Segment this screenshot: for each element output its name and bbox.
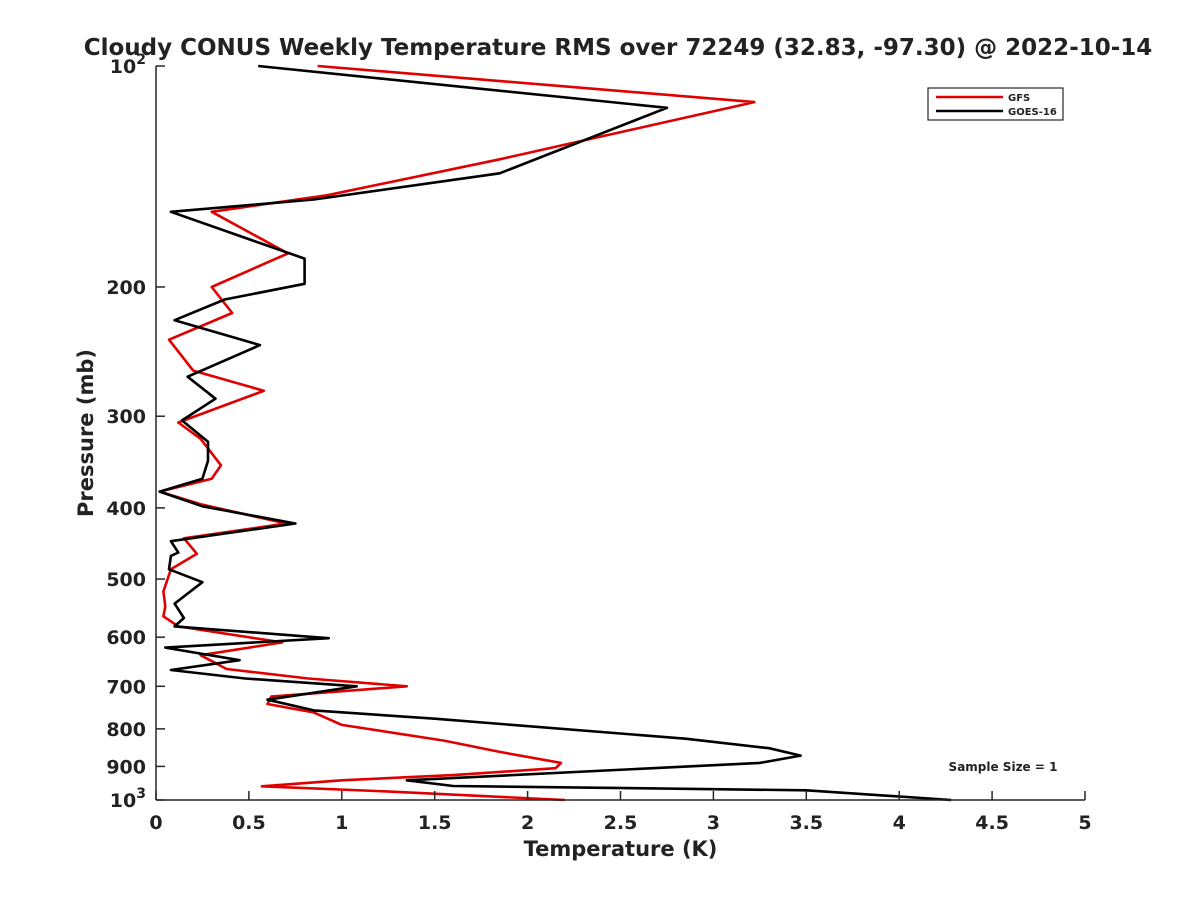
y-tick-label: 700 [106,676,146,698]
chart-title: Cloudy CONUS Weekly Temperature RMS over… [84,35,1153,61]
y-tick-label: 300 [106,406,146,428]
x-axis-ticks: 0 0.5 1 1.5 2 2.5 3 3.5 4 4.5 5 [149,791,1092,834]
y-tick-label: 400 [106,498,146,520]
legend: GFS GOES-16 [927,87,1064,121]
series-line-goes-16 [158,64,952,802]
x-tick-label: 4.5 [975,812,1009,834]
legend-box [927,87,1064,121]
x-tick-label: 5 [1078,812,1091,834]
x-tick-label: 1 [335,812,348,834]
y-axis-ticks: 102 200 300 400 500 600 700 800 900 103 [106,52,165,812]
x-tick-label: 1.5 [418,812,452,834]
y-tick-label: 600 [106,627,146,649]
x-tick-label: 2.5 [604,812,638,834]
y-tick-label: 500 [106,569,146,591]
x-tick-label: 3 [707,812,720,834]
x-tick-label: 3.5 [789,812,823,834]
y-tick-label: 102 [110,52,146,78]
series-line-gfs [158,64,756,802]
y-tick-label: 900 [106,756,146,778]
plot-area [156,66,1085,800]
x-tick-label: 0.5 [232,812,266,834]
legend-label: GOES-16 [1008,107,1057,118]
x-tick-label: 0 [149,812,162,834]
y-tick-label: 200 [106,277,146,299]
x-tick-label: 2 [521,812,534,834]
x-tick-label: 4 [893,812,906,834]
y-tick-label: 103 [110,786,146,812]
y-axis-title: Pressure (mb) [74,349,98,517]
sample-size-annotation: Sample Size = 1 [949,760,1058,774]
y-tick-label: 800 [106,719,146,741]
legend-label: GFS [1008,93,1030,104]
x-axis-title: Temperature (K) [524,837,718,861]
series-layer [158,64,952,802]
